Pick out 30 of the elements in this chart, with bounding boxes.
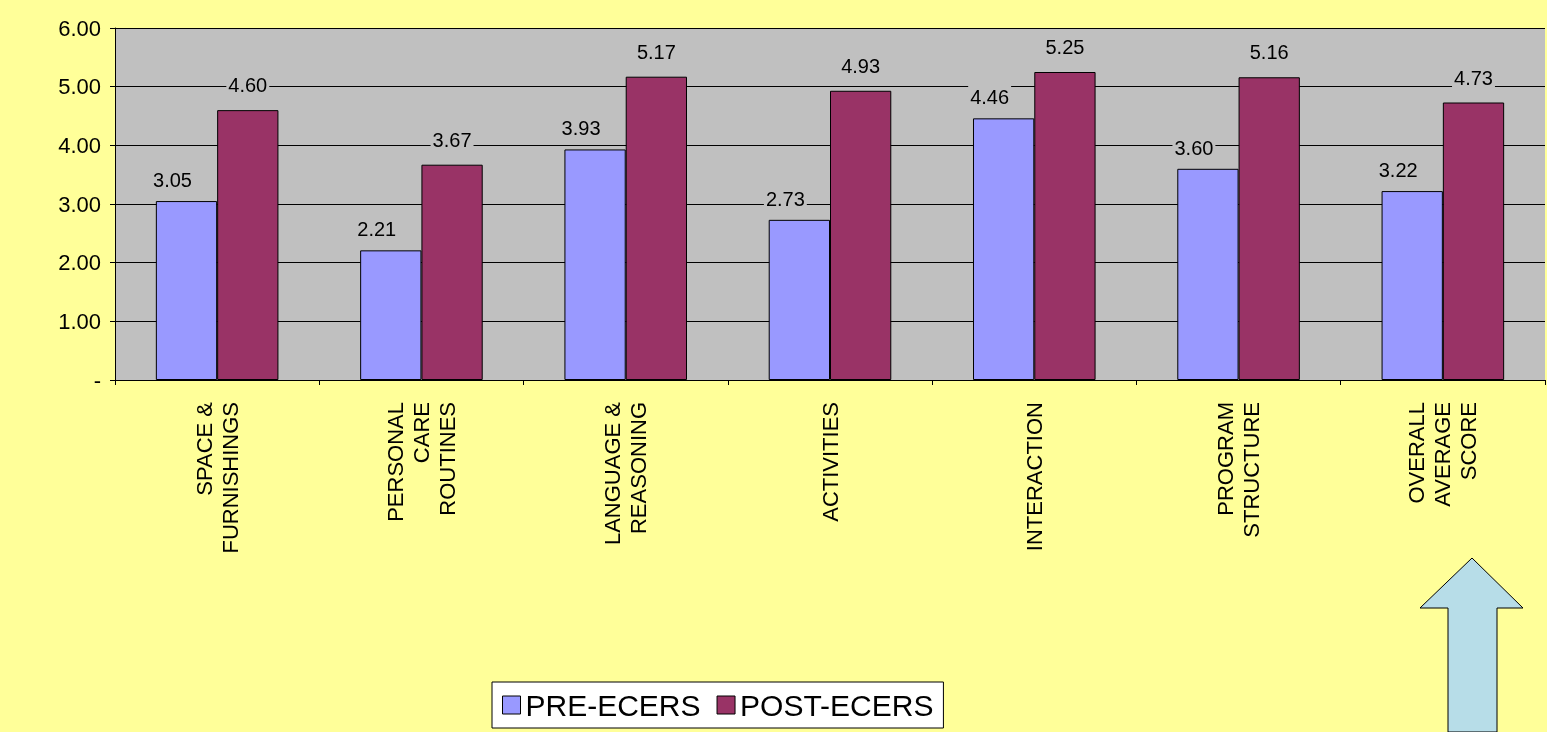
- text: 2.73: [765, 187, 805, 210]
- y-tick-label: 2.00: [58, 250, 101, 276]
- legend-label: PRE-ECERS: [525, 688, 701, 722]
- text: 4.93: [841, 54, 881, 77]
- x-tick-label: OVERALL AVERAGE SCORE: [1404, 402, 1482, 507]
- x-tick-label: LANGUAGE & REASONING: [600, 401, 652, 546]
- text: 4.73: [1454, 66, 1493, 89]
- text: 3.22: [1378, 159, 1418, 182]
- x-tick-label: INTERACTION: [1021, 402, 1047, 552]
- y-tick-label: 5.00: [58, 74, 101, 100]
- text: 3.67: [432, 128, 472, 151]
- x-tick-label: PERSONAL CARE ROUTINES: [382, 402, 460, 522]
- y-tick-label: 1.00: [58, 308, 101, 334]
- text: 5.16: [1249, 41, 1289, 64]
- text: 2.21: [357, 218, 397, 241]
- text: 3.93: [561, 117, 601, 140]
- y-tick-label: -: [93, 367, 101, 393]
- x-tick-label: PROGRAM STRUCTURE: [1213, 402, 1265, 538]
- text: 5.25: [1045, 36, 1085, 58]
- text: 4.60: [228, 74, 268, 97]
- y-tick-label: 3.00: [58, 191, 101, 217]
- x-tick-label: SPACE & FURNISHINGS: [191, 401, 243, 554]
- x-tick-label: ACTIVITIES: [817, 402, 843, 522]
- text: 3.60: [1174, 136, 1214, 159]
- text: 5.17: [636, 40, 676, 63]
- y-tick-label: 4.00: [58, 132, 101, 158]
- text: 3.05: [153, 169, 192, 192]
- y-tick-label: 6.00: [58, 15, 101, 41]
- text: 4.46: [970, 86, 1010, 109]
- legend-label: POST-ECERS: [740, 688, 934, 722]
